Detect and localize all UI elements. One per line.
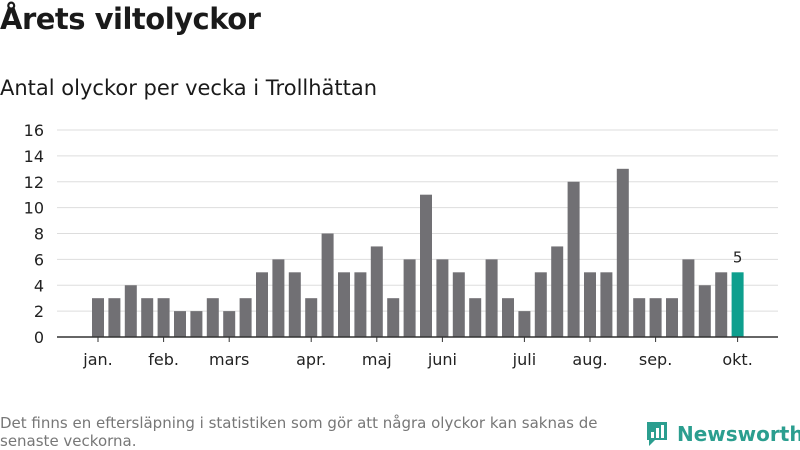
bar — [420, 194, 432, 337]
data-label: 5 — [733, 248, 743, 266]
y-tick-label: 12 — [24, 173, 44, 192]
x-tick-label: aug. — [572, 350, 607, 369]
bar — [485, 259, 498, 337]
bar — [108, 298, 121, 337]
y-tick-label: 10 — [24, 199, 44, 218]
bar — [190, 311, 203, 337]
bar — [518, 311, 531, 337]
bar — [452, 272, 465, 337]
bar — [649, 298, 662, 337]
brand-name: Newsworthy — [677, 422, 800, 446]
bar — [436, 259, 449, 337]
brand-logo: Newsworthy — [645, 421, 800, 447]
x-tick-label: maj — [362, 350, 392, 369]
bar — [600, 272, 613, 337]
y-tick-label: 14 — [24, 147, 44, 166]
bar — [223, 311, 236, 337]
bar — [682, 259, 695, 337]
x-tick-label: sep. — [639, 350, 672, 369]
bar — [370, 246, 383, 337]
bar — [698, 285, 711, 337]
bar — [469, 298, 482, 337]
chart-title: Årets viltolyckor — [0, 2, 261, 36]
y-tick-label: 8 — [34, 225, 44, 244]
bar — [387, 298, 400, 337]
y-tick-label: 4 — [34, 276, 44, 295]
bar — [305, 298, 318, 337]
bar — [174, 311, 186, 337]
bar — [157, 298, 170, 337]
bar — [666, 298, 678, 337]
bar — [239, 298, 252, 337]
bar — [616, 168, 629, 337]
y-tick-label: 6 — [34, 250, 44, 269]
bar — [354, 272, 367, 337]
bar — [584, 272, 596, 337]
bar — [534, 272, 547, 337]
bar — [338, 272, 350, 337]
x-tick-label: jan. — [82, 350, 112, 369]
bar-chart: 0 2 4 6 8 10 12 14 16 5 jan. feb. mars apr. maj juni jul… — [24, 121, 778, 369]
bar — [567, 181, 580, 337]
bar — [124, 285, 137, 337]
bar — [403, 259, 416, 337]
bar — [715, 272, 728, 337]
x-tick-label: feb. — [148, 350, 179, 369]
y-tick-label: 0 — [34, 328, 44, 347]
newsworthy-logo-icon — [647, 422, 667, 446]
chart-subtitle: Antal olyckor per vecka i Trollhättan — [0, 76, 378, 100]
x-tick-label: apr. — [296, 350, 326, 369]
bar — [272, 259, 285, 337]
bar — [288, 272, 301, 337]
bar — [502, 298, 514, 337]
x-tick-label: mars — [209, 350, 249, 369]
bar — [206, 298, 219, 337]
bar — [256, 272, 268, 337]
y-tick-label: 16 — [24, 121, 44, 140]
x-tick-label: okt. — [722, 350, 752, 369]
x-tick-label: juli — [512, 350, 536, 369]
highlight-bar — [731, 272, 744, 337]
y-tick-label: 2 — [34, 302, 44, 321]
bar — [92, 298, 104, 337]
bar — [551, 246, 564, 337]
bar — [141, 298, 154, 337]
bar — [321, 233, 334, 337]
bar — [633, 298, 646, 337]
x-tick-label: juni — [427, 350, 457, 369]
footnote: Det finns en eftersläpning i statistiken… — [0, 414, 598, 450]
